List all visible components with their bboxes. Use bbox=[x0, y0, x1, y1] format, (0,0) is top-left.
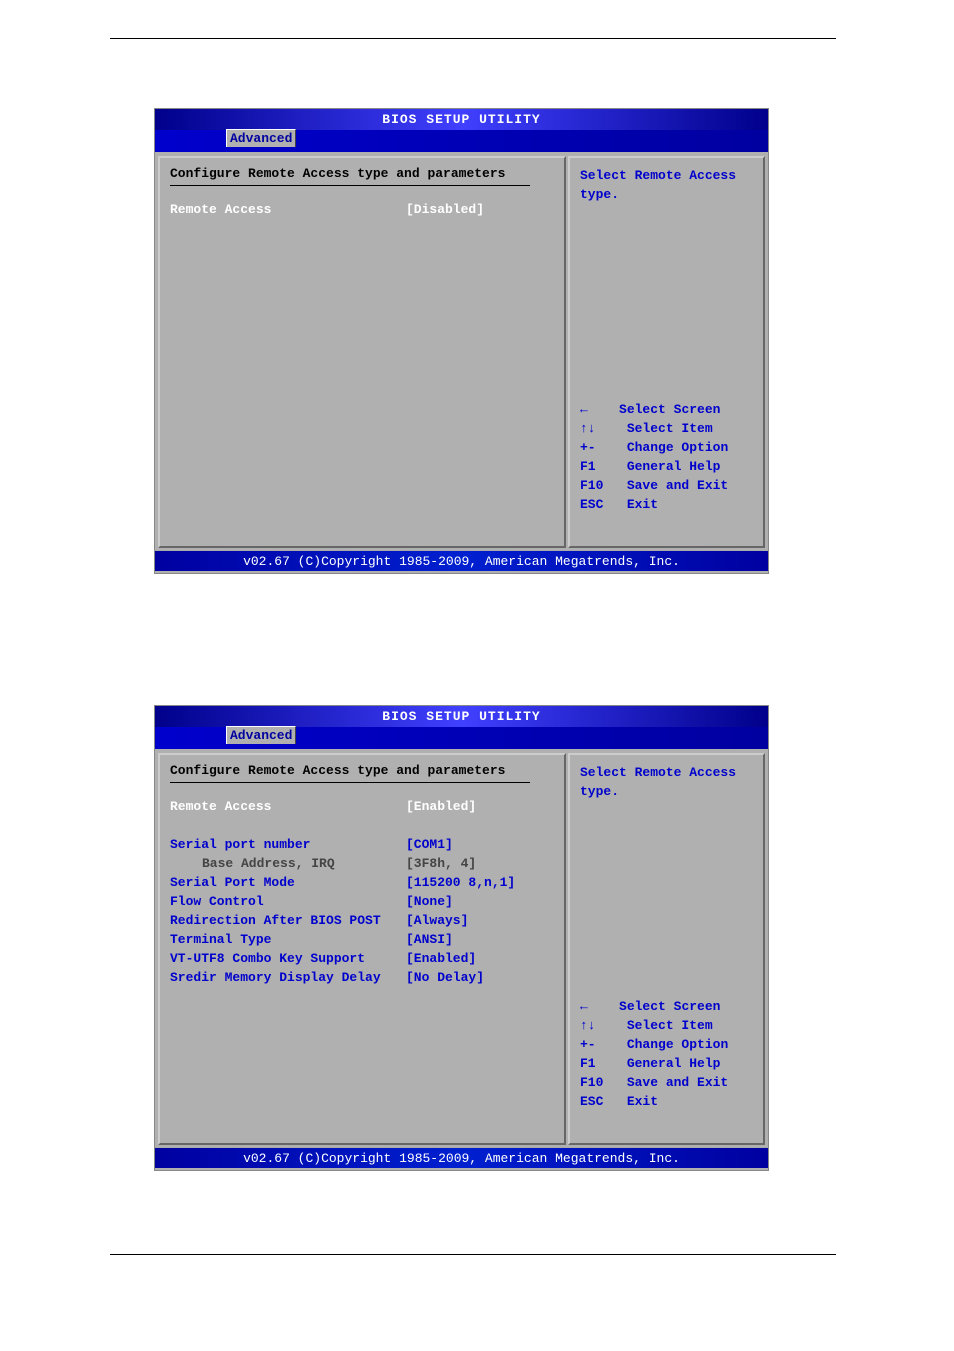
settings-panel: Configure Remote Access type and paramet… bbox=[158, 753, 566, 1145]
nav-exit: ESC Exit bbox=[580, 1092, 753, 1111]
help-text: Select Remote Access type. bbox=[580, 166, 753, 204]
setting-value: [Disabled] bbox=[406, 200, 484, 219]
setting-label: Redirection After BIOS POST bbox=[170, 911, 406, 930]
help-panel: Select Remote Access type. ← Select Scre… bbox=[568, 156, 765, 548]
setting-label: Base Address, IRQ bbox=[170, 854, 406, 873]
setting-label: Terminal Type bbox=[170, 930, 406, 949]
setting-row[interactable]: Serial Port Mode [115200 8,n,1] bbox=[170, 873, 554, 892]
setting-value: [None] bbox=[406, 892, 453, 911]
setting-label: Serial port number bbox=[170, 835, 406, 854]
bios-window-disabled: BIOS SETUP UTILITY Advanced Configure Re… bbox=[154, 108, 769, 574]
setting-label: Serial Port Mode bbox=[170, 873, 406, 892]
section-heading: Configure Remote Access type and paramet… bbox=[170, 763, 554, 778]
nav-general-help: F1 General Help bbox=[580, 1054, 753, 1073]
setting-row[interactable]: VT-UTF8 Combo Key Support [Enabled] bbox=[170, 949, 554, 968]
nav-save-exit: F10 Save and Exit bbox=[580, 1073, 753, 1092]
setting-row-info: Base Address, IRQ [3F8h, 4] bbox=[170, 854, 554, 873]
nav-help: ← Select Screen ↑↓ Select Item +- Change… bbox=[580, 997, 753, 1111]
nav-select-screen: ← Select Screen bbox=[580, 997, 753, 1016]
nav-change-option: +- Change Option bbox=[580, 1035, 753, 1054]
nav-exit: ESC Exit bbox=[580, 495, 753, 514]
setting-value: [Always] bbox=[406, 911, 468, 930]
spacer-row bbox=[170, 816, 554, 835]
setting-value: [No Delay] bbox=[406, 968, 484, 987]
setting-row[interactable]: Flow Control [None] bbox=[170, 892, 554, 911]
setting-value: [Enabled] bbox=[406, 949, 476, 968]
nav-general-help: F1 General Help bbox=[580, 457, 753, 476]
nav-help: ← Select Screen ↑↓ Select Item +- Change… bbox=[580, 400, 753, 514]
nav-change-option: +- Change Option bbox=[580, 438, 753, 457]
setting-label: Remote Access bbox=[170, 797, 406, 816]
setting-row[interactable]: Terminal Type [ANSI] bbox=[170, 930, 554, 949]
settings-panel: Configure Remote Access type and paramet… bbox=[158, 156, 566, 548]
tab-bar: Advanced bbox=[155, 727, 768, 749]
nav-save-exit: F10 Save and Exit bbox=[580, 476, 753, 495]
setting-label: Flow Control bbox=[170, 892, 406, 911]
nav-select-screen: ← Select Screen bbox=[580, 400, 753, 419]
setting-label: Remote Access bbox=[170, 200, 406, 219]
setting-label: VT-UTF8 Combo Key Support bbox=[170, 949, 406, 968]
setting-value: [ANSI] bbox=[406, 930, 453, 949]
content-wrap: Configure Remote Access type and paramet… bbox=[155, 749, 768, 1147]
setting-row[interactable]: Remote Access [Enabled] bbox=[170, 797, 554, 816]
page-rule-top bbox=[110, 38, 836, 39]
setting-value: [COM1] bbox=[406, 835, 453, 854]
setting-row[interactable]: Redirection After BIOS POST [Always] bbox=[170, 911, 554, 930]
nav-select-item: ↑↓ Select Item bbox=[580, 419, 753, 438]
setting-row[interactable]: Sredir Memory Display Delay [No Delay] bbox=[170, 968, 554, 987]
setting-row[interactable]: Serial port number [COM1] bbox=[170, 835, 554, 854]
content-wrap: Configure Remote Access type and paramet… bbox=[155, 152, 768, 550]
setting-row[interactable]: Remote Access [Disabled] bbox=[170, 200, 554, 219]
help-text: Select Remote Access type. bbox=[580, 763, 753, 801]
footer-copyright: v02.67 (C)Copyright 1985-2009, American … bbox=[155, 1147, 768, 1168]
help-panel: Select Remote Access type. ← Select Scre… bbox=[568, 753, 765, 1145]
footer-copyright: v02.67 (C)Copyright 1985-2009, American … bbox=[155, 550, 768, 571]
section-heading: Configure Remote Access type and paramet… bbox=[170, 166, 554, 181]
section-rule bbox=[170, 782, 530, 783]
window-title: BIOS SETUP UTILITY bbox=[155, 109, 768, 130]
nav-select-item: ↑↓ Select Item bbox=[580, 1016, 753, 1035]
setting-value: [3F8h, 4] bbox=[406, 854, 476, 873]
page-rule-bottom bbox=[110, 1254, 836, 1255]
tab-advanced[interactable]: Advanced bbox=[226, 129, 296, 147]
setting-value: [115200 8,n,1] bbox=[406, 873, 515, 892]
setting-label: Sredir Memory Display Delay bbox=[170, 968, 406, 987]
tab-bar: Advanced bbox=[155, 130, 768, 152]
window-title: BIOS SETUP UTILITY bbox=[155, 706, 768, 727]
section-rule bbox=[170, 185, 530, 186]
bios-window-enabled: BIOS SETUP UTILITY Advanced Configure Re… bbox=[154, 705, 769, 1171]
tab-advanced[interactable]: Advanced bbox=[226, 726, 296, 744]
setting-value: [Enabled] bbox=[406, 797, 476, 816]
